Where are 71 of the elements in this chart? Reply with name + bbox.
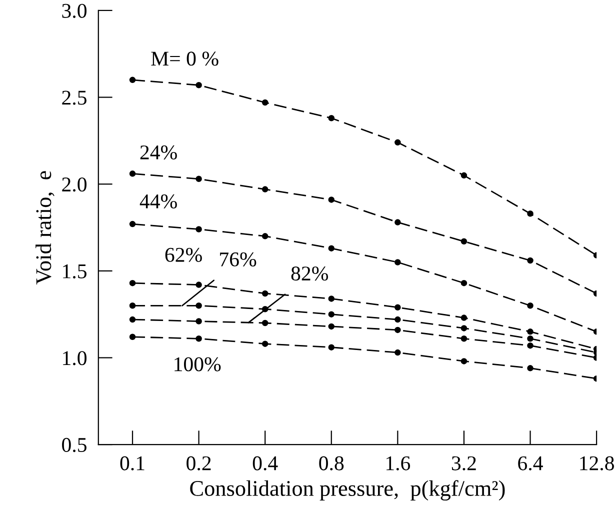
point (129, 76, 136, 84)
point (460, 172, 468, 179)
x-tick-label: 0.4 (252, 456, 278, 470)
point (527, 365, 534, 372)
point (394, 349, 401, 356)
point (129, 334, 136, 340)
series-label: 44% (140, 194, 177, 208)
x-tick-label: 0.2 (186, 456, 211, 470)
point (394, 139, 401, 146)
point (394, 316, 401, 323)
text: 82% (291, 266, 328, 281)
y-tick-label: 2.0 (62, 177, 86, 192)
series-label: 62% (165, 248, 202, 262)
point (328, 344, 335, 350)
point (196, 318, 202, 324)
point (394, 304, 401, 311)
point (394, 259, 401, 266)
series-label: 76% (220, 252, 256, 266)
point (196, 336, 202, 342)
series-label: 24% (140, 145, 177, 160)
x-tick-label: 0.1 (120, 456, 144, 470)
point (129, 280, 136, 286)
y-tick-label: 3.0 (62, 4, 86, 18)
point (527, 336, 534, 342)
point (328, 196, 335, 203)
point (527, 342, 534, 349)
x-tick-label: 6.4 (518, 456, 543, 470)
point (460, 325, 468, 332)
point (196, 82, 202, 88)
series-label: 100% (174, 357, 221, 372)
point (262, 290, 268, 297)
point (460, 358, 468, 364)
point (328, 245, 335, 252)
point (460, 238, 468, 245)
point (394, 219, 401, 226)
point (527, 257, 534, 264)
point (196, 282, 202, 288)
point (460, 336, 468, 342)
point (262, 186, 268, 192)
point (129, 302, 136, 309)
point (196, 226, 202, 232)
point (129, 170, 136, 177)
x-tick-label: 3.2 (452, 456, 476, 470)
point (328, 114, 335, 122)
point (129, 316, 136, 323)
x-tick-label: 1.6 (386, 456, 410, 470)
point (262, 233, 268, 240)
point (196, 176, 202, 182)
y-tick-label: 2.5 (62, 90, 86, 105)
point (328, 296, 335, 302)
x-tick-label: 0.8 (319, 456, 344, 470)
point (328, 311, 335, 318)
y-tick-label: 0.5 (62, 438, 86, 452)
point (460, 280, 468, 286)
y-axis-title: Void ratio, e (36, 171, 54, 284)
y-tick-label: 1.5 (63, 264, 86, 278)
series-label: M= 0 % (151, 52, 218, 66)
y-tick-label: 1.0 (63, 351, 86, 366)
point (262, 320, 268, 326)
point (394, 326, 401, 334)
x-tick-label: 12.8 (580, 456, 614, 470)
point (527, 328, 534, 335)
point (196, 302, 202, 309)
point (328, 323, 335, 330)
point (527, 210, 534, 217)
x-axis-title: Consolidation pressure, p(kgf/cm²) (190, 480, 505, 501)
point (460, 314, 468, 321)
point (527, 302, 534, 309)
point (262, 99, 268, 106)
point (262, 340, 268, 347)
point (129, 220, 136, 228)
